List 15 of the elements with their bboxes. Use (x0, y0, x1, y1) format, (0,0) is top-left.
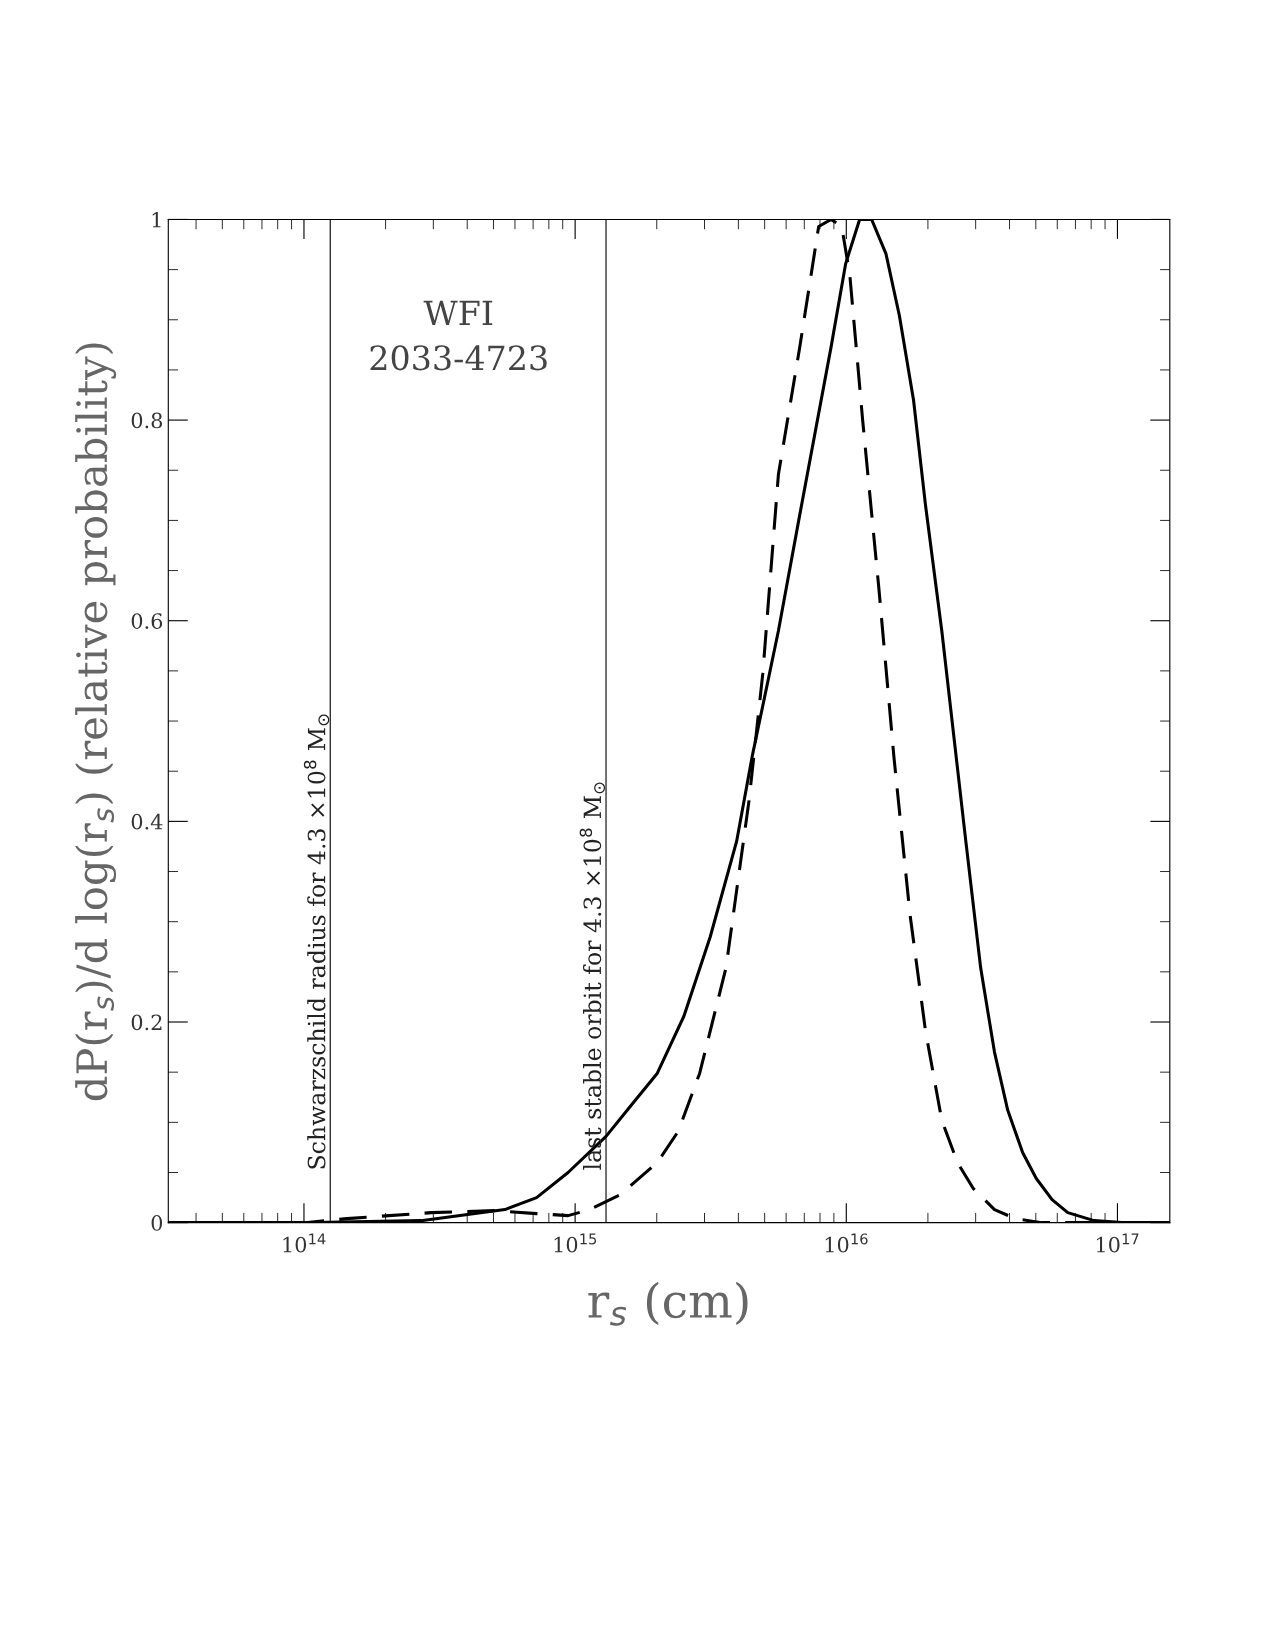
y-tick-label: 1 (152, 211, 161, 228)
x-axis-title: r$_{s}$ (cm) (588, 1281, 748, 1326)
y-tick-label: 0.4 (131, 813, 163, 830)
ref-line-label: last stable orbit for 4.3 ×10$^{8}$ M$_{⊙}$ (579, 782, 606, 1170)
x-tick-label: 10$^{15}$ (554, 1233, 597, 1253)
y-axis-title: dP(r$_{s}$)/d log(r$_{s}$) (relative probability) (75, 343, 117, 1101)
y-tick-label: 0.8 (131, 412, 163, 429)
x-tick-label: 10$^{14}$ (283, 1233, 326, 1253)
ref-line-label: Schwarzschild radius for 4.3 ×10$^{8}$ M$_{⊙}$ (303, 714, 330, 1169)
annotation: WFI 2033-4723 (370, 300, 547, 371)
x-tick-label: 10$^{16}$ (825, 1233, 868, 1253)
x-tick-label: 10$^{17}$ (1096, 1233, 1139, 1253)
y-tick-label: 0.6 (131, 613, 163, 629)
y-tick-label: 0.2 (131, 1014, 162, 1031)
y-tick-label: 0 (151, 1215, 163, 1231)
